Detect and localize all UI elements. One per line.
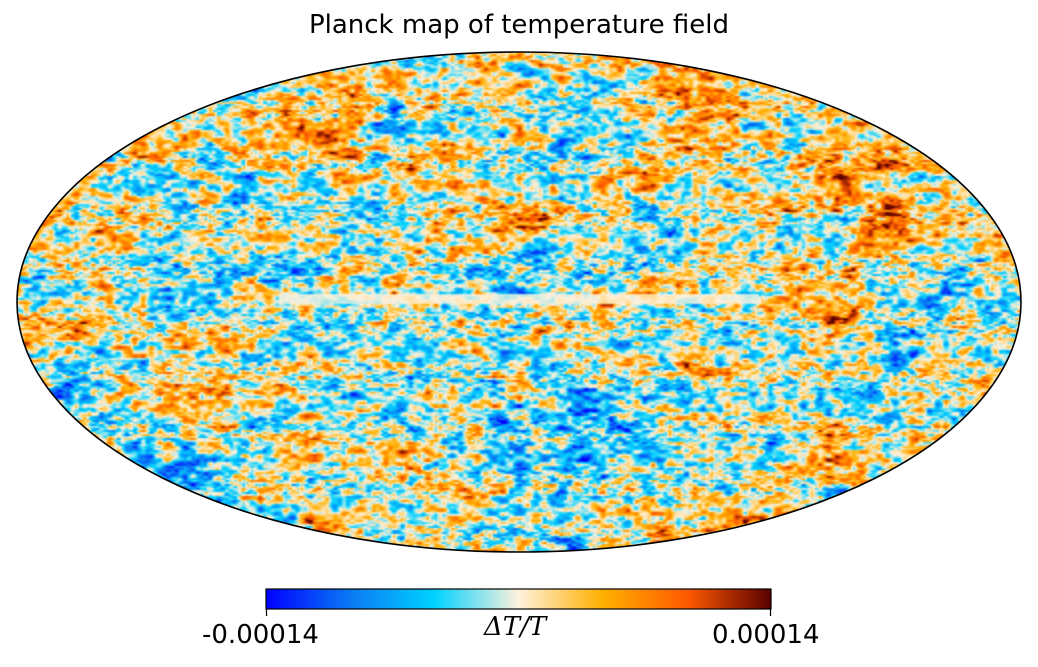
map-outline [16, 51, 1022, 553]
colorbar [265, 588, 772, 610]
colorbar-unit-label: ΔT/T [484, 612, 547, 642]
colorbar-min-label: -0.00014 [202, 620, 319, 650]
temperature-field [17, 52, 1021, 552]
colorbar-max-label: 0.00014 [712, 620, 820, 650]
chart-title: Planck map of temperature field [308, 10, 730, 40]
temperature-texture [17, 52, 1021, 552]
